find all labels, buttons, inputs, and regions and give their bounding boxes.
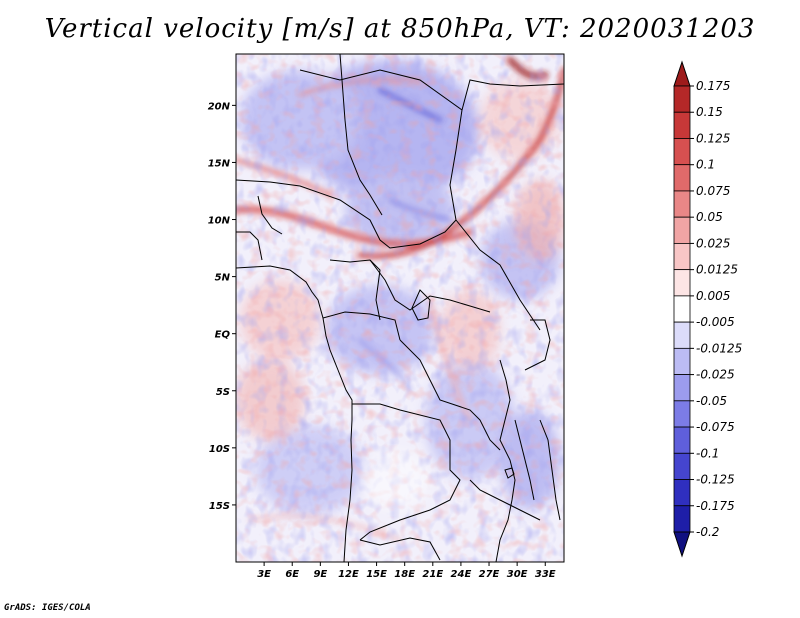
colorbar-swatch [673,269,691,297]
y-tick-label: 15S [209,501,230,512]
y-axis: 20N 15N 10N 5N EQ 5S 10S 15S [208,101,236,512]
y-tick-label: 5N [215,273,231,284]
x-tick-label: 9E [313,569,327,580]
x-tick-label: 21E [422,569,443,580]
colorbar-swatch [673,111,691,139]
colorbar-label: -0.2 [696,525,719,539]
x-tick-label: 12E [338,569,359,580]
colorbar-label: -0.0125 [696,341,742,355]
colorbar-label: -0.005 [696,315,735,329]
colorbar-swatch [673,85,691,113]
colorbar-label: -0.05 [696,394,727,408]
colorbar-label: 0.025 [696,236,730,250]
colorbar-label: 0.005 [696,289,730,303]
colorbar-swatch [673,374,691,402]
velocity-field [236,54,564,562]
x-tick-label: 15E [366,569,387,580]
x-tick-label: 18E [394,569,415,580]
colorbar-swatch [673,452,691,480]
colorbar-swatch [673,426,691,454]
colorbar-label: 0.0125 [696,263,738,277]
x-tick-label: 6E [285,569,299,580]
x-tick-label: 33E [535,569,556,580]
colorbar-swatch [673,479,691,507]
colorbar: 0.175 0.15 0.125 0.1 0.075 0.05 0.025 0.0125 0.0… [673,60,742,558]
colorbar-label: -0.025 [696,368,735,382]
colorbar-swatch [673,216,691,244]
colorbar-label: 0.05 [696,210,723,224]
plot-frame [235,53,565,563]
x-axis: 3E 6E 9E 12E 15E 18E 21E 24E 27E 30E 33E [257,562,556,580]
y-tick-label: 15N [208,158,231,169]
colorbar-label: 0.15 [696,105,723,119]
y-tick-label: EQ [215,330,231,341]
colorbar-swatch [673,347,691,375]
x-tick-label: 27E [479,569,500,580]
colorbar-bottom-arrow [673,531,691,558]
colorbar-label: 0.1 [696,158,715,172]
colorbar-swatch [673,164,691,192]
colorbar-top-arrow [673,60,691,87]
y-tick-label: 10S [209,444,230,455]
colorbar-swatch [673,505,691,533]
colorbar-swatch [673,321,691,349]
x-tick-label: 3E [257,569,271,580]
y-tick-label: 20N [208,101,231,112]
country-borders [236,54,564,562]
colorbar-swatch [673,243,691,271]
y-tick-label: 5S [216,387,230,398]
chart-title: Vertical velocity [m/s] at 850hPa, VT: 2… [44,14,756,44]
colorbar-label: -0.125 [696,473,735,487]
colorbar-label: 0.125 [696,131,730,145]
colorbar-label: 0.075 [696,184,730,198]
x-tick-label: 30E [507,569,528,580]
grads-credit: GrADS: IGES/COLA [4,603,91,613]
colorbar-swatch [673,190,691,218]
colorbar-label: -0.175 [696,499,735,513]
colorbar-swatch [673,295,691,323]
colorbar-label: 0.175 [696,79,730,93]
colorbar-label: -0.075 [696,420,735,434]
y-tick-label: 10N [208,216,231,227]
x-tick-label: 24E [451,569,472,580]
colorbar-label: -0.1 [696,446,719,460]
colorbar-swatch [673,400,691,428]
colorbar-swatch [673,138,691,166]
